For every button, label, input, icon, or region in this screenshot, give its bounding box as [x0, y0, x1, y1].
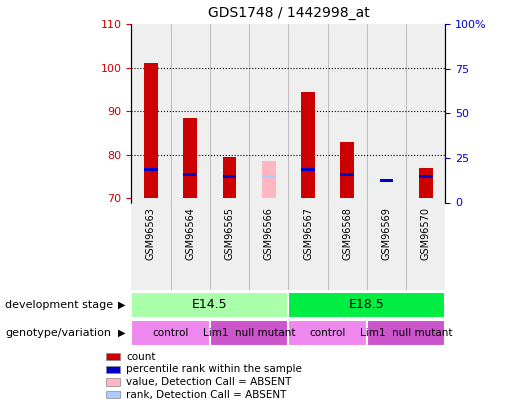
Bar [367, 320, 445, 346]
Text: Lim1  null mutant: Lim1 null mutant [203, 328, 296, 338]
Bar [406, 24, 445, 202]
Bar [222, 175, 236, 178]
Bar [222, 157, 236, 198]
Bar [301, 168, 315, 171]
Bar [106, 391, 121, 398]
Bar [367, 24, 406, 202]
Bar [170, 202, 210, 290]
Text: development stage: development stage [5, 300, 113, 310]
Bar [106, 353, 121, 360]
Bar [170, 24, 210, 202]
Bar [328, 24, 367, 202]
Text: GSM96567: GSM96567 [303, 207, 313, 260]
Bar [106, 378, 121, 386]
Text: E18.5: E18.5 [349, 298, 385, 311]
Text: control: control [152, 328, 189, 338]
Bar [210, 24, 249, 202]
Bar [288, 292, 445, 318]
Bar [210, 320, 288, 346]
Text: GSM96568: GSM96568 [342, 207, 352, 260]
Text: genotype/variation: genotype/variation [5, 328, 111, 338]
Text: E14.5: E14.5 [192, 298, 228, 311]
Bar [210, 202, 249, 290]
Bar [340, 173, 354, 176]
Text: GSM96564: GSM96564 [185, 207, 195, 260]
Title: GDS1748 / 1442998_at: GDS1748 / 1442998_at [208, 6, 369, 21]
Bar [249, 202, 288, 290]
Bar [301, 92, 315, 198]
Bar [262, 175, 276, 178]
Text: rank, Detection Call = ABSENT: rank, Detection Call = ABSENT [127, 390, 287, 400]
Text: GSM96569: GSM96569 [382, 207, 391, 260]
Bar [288, 320, 367, 346]
Text: GSM96563: GSM96563 [146, 207, 156, 260]
Text: count: count [127, 352, 156, 362]
Bar [106, 366, 121, 373]
Bar [144, 168, 158, 171]
Text: ▶: ▶ [118, 300, 126, 310]
Bar [249, 24, 288, 202]
Bar [288, 202, 328, 290]
Bar [131, 202, 170, 290]
Bar [183, 173, 197, 176]
Bar [131, 320, 210, 346]
Text: GSM96570: GSM96570 [421, 207, 431, 260]
Text: ▶: ▶ [118, 328, 126, 338]
Text: value, Detection Call = ABSENT: value, Detection Call = ABSENT [127, 377, 292, 387]
Text: GSM96565: GSM96565 [225, 207, 234, 260]
Bar [328, 202, 367, 290]
Bar [131, 292, 288, 318]
Bar [406, 202, 445, 290]
Bar [419, 175, 433, 178]
Bar [288, 24, 328, 202]
Bar [380, 179, 393, 182]
Text: percentile rank within the sample: percentile rank within the sample [127, 364, 302, 374]
Bar [419, 168, 433, 198]
Bar [144, 64, 158, 198]
Text: control: control [310, 328, 346, 338]
Bar [367, 202, 406, 290]
Bar [262, 161, 276, 198]
Bar [131, 24, 170, 202]
Bar [340, 142, 354, 198]
Text: Lim1  null mutant: Lim1 null mutant [360, 328, 453, 338]
Text: GSM96566: GSM96566 [264, 207, 274, 260]
Bar [183, 118, 197, 198]
